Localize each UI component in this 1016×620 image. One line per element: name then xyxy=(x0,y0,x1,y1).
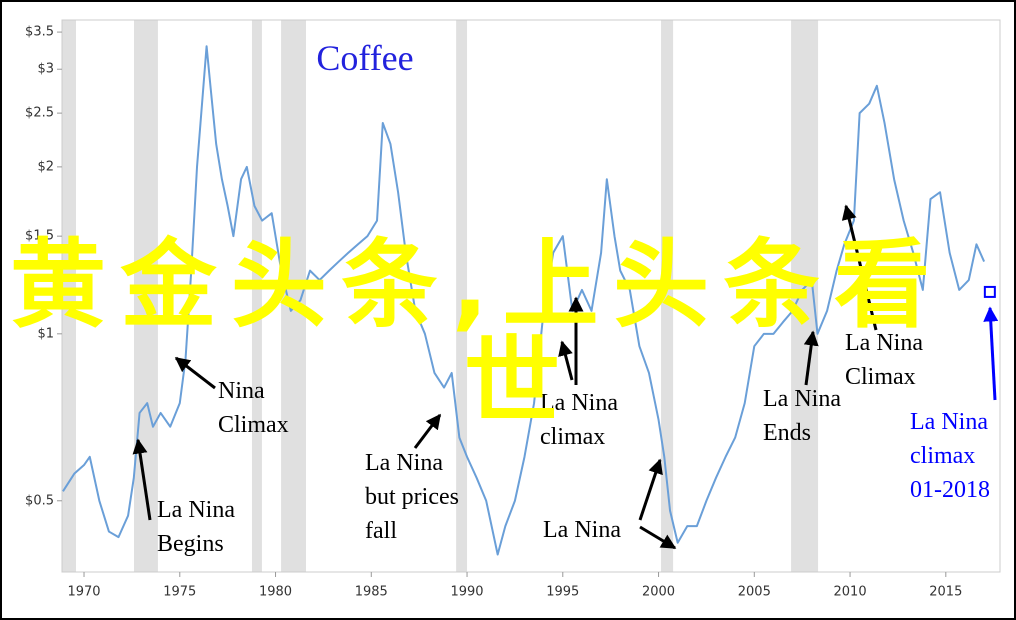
annotation-text: climax xyxy=(540,424,605,450)
y-tick-label: $3 xyxy=(37,62,54,77)
x-tick-label: 2000 xyxy=(642,585,675,600)
annotation-arrow xyxy=(841,204,878,331)
overlay-text: 黄金头条,上头条看 xyxy=(10,229,930,341)
annotation-text: Begins xyxy=(157,531,224,557)
shaded-period xyxy=(661,20,674,572)
annotation-text: fall xyxy=(365,518,397,544)
annotation-text: La Nina xyxy=(543,517,621,543)
annotation-text: La Nina xyxy=(365,450,443,476)
price-line xyxy=(62,45,986,556)
y-tick-label: $1.5 xyxy=(25,229,54,244)
annotation-text: Ends xyxy=(763,420,811,446)
y-tick-label: $1 xyxy=(37,326,54,341)
annotation-text: but prices xyxy=(365,484,459,510)
annotation-arrow xyxy=(174,356,216,390)
overlay-text: 世 xyxy=(464,326,560,438)
shaded-period xyxy=(62,20,76,572)
x-tick-label: 2005 xyxy=(738,585,771,600)
y-tick-label: $0.5 xyxy=(25,493,54,508)
x-tick-label: 1970 xyxy=(67,585,100,600)
shaded-period xyxy=(456,20,468,572)
annotation-text: La Nina xyxy=(845,330,923,356)
chart-title: Coffee xyxy=(316,38,413,78)
annotation-arrow xyxy=(132,438,152,521)
x-tick-label: 1995 xyxy=(546,585,579,600)
annotation-arrow xyxy=(639,525,677,550)
annotation-text: La Nina xyxy=(763,386,841,412)
annotation-text: climax xyxy=(910,443,975,469)
annotation-arrow xyxy=(413,413,442,449)
marker xyxy=(983,285,996,298)
shaded-period xyxy=(251,20,262,572)
annotation-arrow xyxy=(558,340,574,381)
annotation-text: Climax xyxy=(218,412,289,438)
annotation-text: Nina xyxy=(218,378,265,404)
y-tick-label: $2.5 xyxy=(25,106,54,121)
x-tick-label: 1985 xyxy=(355,585,388,600)
annotation-text: La Nina xyxy=(910,409,988,435)
x-tick-label: 1980 xyxy=(259,585,292,600)
annotation-text: La Nina xyxy=(157,497,235,523)
annotation-arrow xyxy=(803,330,819,386)
shaded-period xyxy=(134,20,158,572)
y-tick-label: $3.5 xyxy=(25,25,54,40)
annotation-arrow xyxy=(638,458,663,521)
y-tick-label: $2 xyxy=(37,159,54,174)
x-tick-label: 1990 xyxy=(450,585,483,600)
x-tick-label: 1975 xyxy=(163,585,196,600)
plot-border xyxy=(61,19,1001,573)
annotation-text: 01-2018 xyxy=(910,477,990,503)
annotation-arrow xyxy=(983,306,999,401)
x-tick-label: 2010 xyxy=(834,585,867,600)
x-tick-label: 2015 xyxy=(929,585,962,600)
annotation-text: La Nina xyxy=(540,390,618,416)
annotation-text: Climax xyxy=(845,364,916,390)
